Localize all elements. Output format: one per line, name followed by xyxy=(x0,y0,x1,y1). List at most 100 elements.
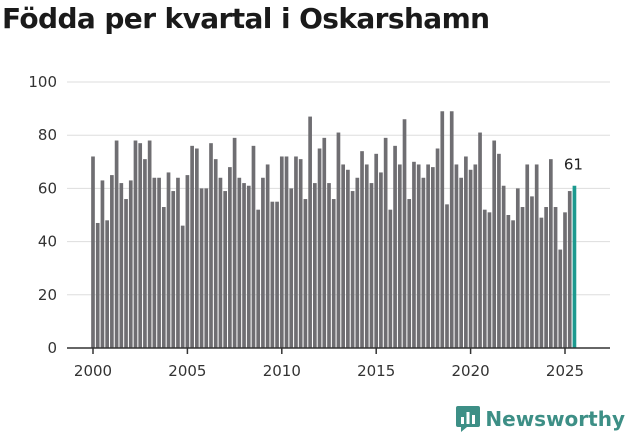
x-tick-label: 2025 xyxy=(546,362,584,380)
bar xyxy=(563,212,567,348)
bar xyxy=(346,169,350,348)
y-tick-label: 80 xyxy=(38,126,57,144)
bar xyxy=(412,161,416,348)
bar xyxy=(421,177,426,348)
bar xyxy=(341,164,346,348)
bar xyxy=(279,156,284,348)
x-tick-label: 2000 xyxy=(74,362,112,380)
bar xyxy=(199,188,204,348)
bar xyxy=(95,222,100,348)
bar xyxy=(209,143,213,348)
bar xyxy=(426,164,430,348)
bar xyxy=(511,220,515,348)
x-tick-label: 2005 xyxy=(168,362,206,380)
bar xyxy=(487,212,492,348)
bar xyxy=(114,140,119,348)
bar xyxy=(379,172,383,348)
bar xyxy=(440,111,445,348)
bar xyxy=(128,180,133,348)
bar xyxy=(327,183,331,348)
bar xyxy=(213,159,218,348)
bar xyxy=(473,164,478,348)
bar xyxy=(105,220,110,348)
y-tick-label: 100 xyxy=(28,73,57,91)
bar xyxy=(360,151,364,348)
bar xyxy=(228,167,232,348)
x-tick-label: 2015 xyxy=(357,362,395,380)
bar xyxy=(435,148,440,348)
bar xyxy=(275,201,279,348)
bar xyxy=(147,140,152,348)
brand-name: Newsworthy xyxy=(485,407,625,431)
bar xyxy=(402,119,407,349)
bar xyxy=(294,156,298,348)
bar xyxy=(350,191,355,348)
bar xyxy=(119,183,124,348)
bar xyxy=(445,204,449,348)
bar xyxy=(312,183,317,348)
bar xyxy=(558,249,563,348)
bar xyxy=(124,199,128,348)
y-tick-label: 0 xyxy=(47,339,57,357)
bar xyxy=(501,185,506,348)
bar xyxy=(388,209,393,348)
bar xyxy=(322,137,327,348)
bar xyxy=(539,217,544,348)
bar xyxy=(176,177,180,348)
bar xyxy=(194,148,199,348)
bar xyxy=(161,207,166,348)
x-tick-label: 2010 xyxy=(263,362,301,380)
bar xyxy=(459,177,464,348)
bar xyxy=(478,132,482,348)
bar xyxy=(308,116,312,348)
y-tick-label: 60 xyxy=(38,179,57,197)
newsworthy-logo[interactable]: Newsworthy xyxy=(455,405,625,433)
bar xyxy=(133,140,138,348)
bar xyxy=(449,111,454,348)
bar xyxy=(303,199,308,348)
bar xyxy=(374,153,379,348)
bar xyxy=(553,207,558,348)
bar xyxy=(237,177,242,348)
bar xyxy=(284,156,289,348)
bar xyxy=(530,196,534,348)
highlight-value-label: 61 xyxy=(564,156,583,174)
bar xyxy=(468,169,473,348)
bar xyxy=(289,188,294,348)
bar xyxy=(232,137,237,348)
bar xyxy=(91,156,95,348)
bar xyxy=(143,159,147,348)
bar xyxy=(454,164,459,348)
bar xyxy=(567,191,572,348)
bar xyxy=(166,172,171,348)
bar xyxy=(416,164,421,348)
bar xyxy=(336,132,341,348)
bar xyxy=(256,209,261,348)
bar xyxy=(246,185,251,348)
bar xyxy=(430,167,435,348)
bar xyxy=(548,159,553,348)
bar-chart-speech-bubble-icon xyxy=(456,406,481,432)
bar xyxy=(251,145,256,348)
bar xyxy=(138,143,143,348)
bar xyxy=(393,145,397,348)
bar xyxy=(157,177,161,348)
bar xyxy=(204,188,209,348)
bar xyxy=(520,207,525,348)
bar xyxy=(464,156,468,348)
bar xyxy=(185,175,190,348)
bar xyxy=(152,177,157,348)
bar xyxy=(265,164,270,348)
bar xyxy=(331,199,336,348)
x-axis-ticks: 2000 2005 2010 2015 2020 2025 xyxy=(74,348,584,380)
bar xyxy=(407,199,412,348)
bar-highlight xyxy=(572,185,577,348)
bar xyxy=(364,164,369,348)
bar xyxy=(369,183,374,348)
bar xyxy=(355,177,360,348)
bar xyxy=(534,164,539,348)
bar xyxy=(383,137,388,348)
bar xyxy=(506,215,511,348)
bar xyxy=(171,191,176,348)
bar xyxy=(180,225,185,348)
